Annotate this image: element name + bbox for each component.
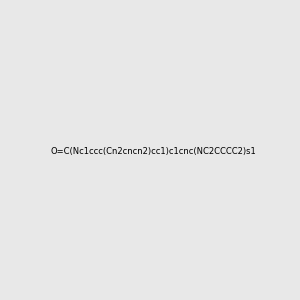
Text: O=C(Nc1ccc(Cn2cncn2)cc1)c1cnc(NC2CCCC2)s1: O=C(Nc1ccc(Cn2cncn2)cc1)c1cnc(NC2CCCC2)s… (51, 147, 256, 156)
